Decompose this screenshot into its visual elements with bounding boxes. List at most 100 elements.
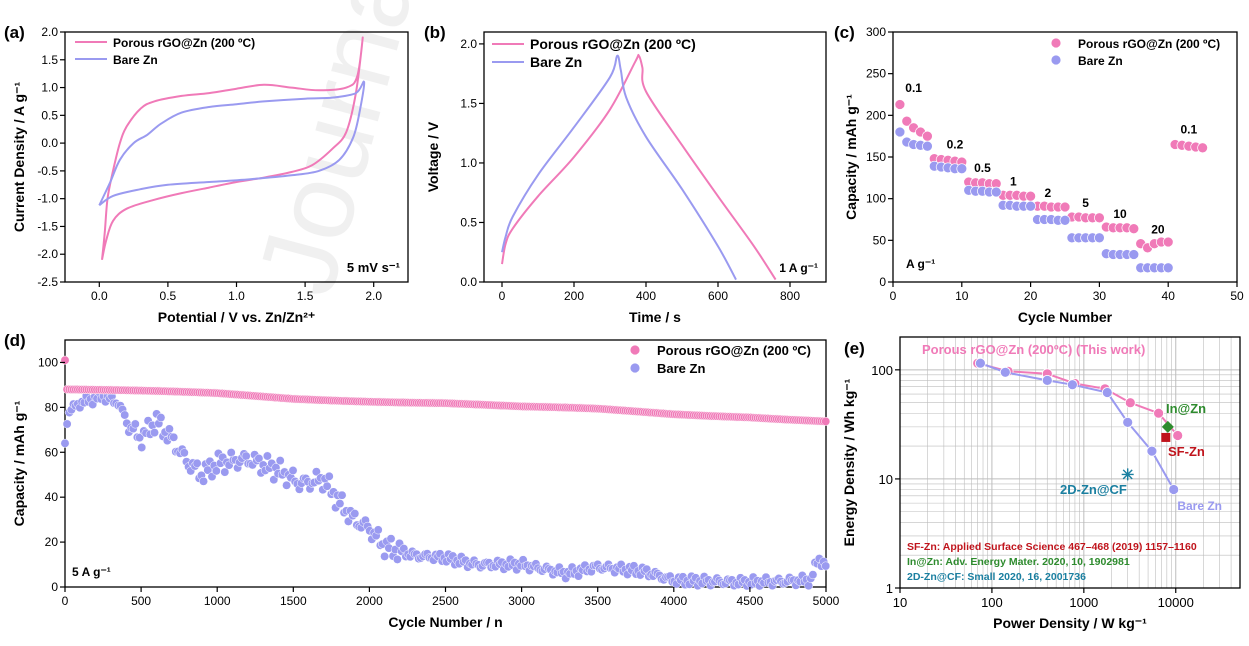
cycle-point-bare-zn — [192, 458, 202, 468]
legend-entry: Porous rGO@Zn (200 ºC) — [113, 36, 255, 50]
x-tick-label: 3500 — [584, 594, 611, 608]
x-tick-label: 0 — [890, 289, 897, 303]
legend-entry: Bare Zn — [113, 53, 158, 67]
cycle-point-bare-zn — [311, 467, 321, 477]
panel-a-cv-curves: 0.0 0.5 1.0 1.5 2.0 -2.5 -2.0 -1.5 -1.0 -0.5 0.0 0.… — [4, 23, 409, 325]
cv-curve-pink — [101, 36, 364, 261]
y-axis-label: Capacity / mAh g⁻¹ — [11, 400, 27, 526]
x-tick-label: 1000 — [1069, 595, 1098, 610]
series-label-bare-zn: Bare Zn — [1177, 499, 1222, 513]
rate-point-purple — [1094, 232, 1105, 244]
ref-label-2d-zn-cf: 2D-Zn@CF — [1060, 482, 1127, 497]
x-tick-label: 800 — [780, 289, 800, 303]
panel-label: (d) — [4, 331, 26, 350]
rate-point-purple — [1128, 249, 1140, 260]
rate-point-pink — [901, 115, 913, 127]
y-tick-label: 1 — [886, 581, 893, 596]
cycle-point-bare-zn — [164, 424, 174, 434]
y-tick-label: 80 — [45, 400, 59, 414]
x-tick-label: 0.0 — [91, 289, 108, 303]
ragone-point-pink — [1172, 430, 1184, 441]
cycle-point-bare-zn — [130, 419, 140, 429]
ragone-point-pink — [1124, 397, 1136, 409]
y-tick-label: 2.0 — [41, 25, 58, 39]
panel-label: (e) — [844, 339, 865, 358]
cycle-point-bare-zn — [169, 432, 179, 442]
rate-label: 0.2 — [947, 138, 964, 152]
x-tick-label: 2.0 — [365, 289, 382, 303]
x-tick-label: 20 — [1024, 289, 1038, 303]
cycle-point-bare-zn — [322, 481, 332, 491]
cycle-point-porous-rgo — [821, 416, 831, 426]
y-tick-label: 60 — [45, 445, 59, 459]
cycle-point-bare-zn — [211, 466, 221, 476]
legend-entry: Bare Zn — [657, 361, 705, 376]
cycle-point-bare-zn — [288, 466, 298, 475]
gcd-curve-purple — [501, 54, 737, 281]
x-tick-label: 3000 — [508, 594, 535, 608]
x-tick-label: 200 — [564, 289, 584, 303]
ref-label-sf-zn: SF-Zn — [1168, 444, 1205, 459]
y-tick-label: 300 — [866, 25, 886, 39]
x-tick-label: 4500 — [737, 594, 764, 608]
panel-d-cycling-stability: 0 500 1000 1500 2000 2500 3000 3500 4000 4500 5000… — [4, 331, 840, 630]
current-density-annotation: 5 A g⁻¹ — [72, 565, 111, 579]
cycle-point-bare-zn — [156, 413, 166, 423]
rate-label: 1 — [1010, 174, 1017, 188]
y-tick-label: 0 — [51, 580, 58, 594]
cycle-point-bare-zn — [220, 467, 230, 477]
cycle-point-porous-rgo — [60, 355, 70, 365]
rate-label: 0.5 — [974, 161, 991, 175]
y-tick-label: 40 — [45, 490, 59, 504]
rate-point-pink — [1059, 201, 1071, 213]
plot-frame — [483, 31, 827, 283]
ref-marker-in-zn — [1161, 420, 1174, 433]
x-tick-label: 40 — [1162, 289, 1176, 303]
series-label-this-work: Porous rGO@Zn (200ºC) (This work) — [922, 342, 1145, 357]
x-axis-label: Potential / V vs. Zn/Zn²⁺ — [158, 309, 316, 325]
y-tick-label: 10 — [879, 472, 893, 487]
cycle-point-bare-zn — [62, 419, 72, 429]
legend-marker — [629, 362, 641, 374]
cycle-point-bare-zn — [386, 534, 396, 544]
unit-annotation: A g⁻¹ — [906, 257, 935, 271]
cycle-point-bare-zn — [135, 433, 145, 443]
y-tick-label: 100 — [871, 363, 893, 378]
legend-marker — [1050, 37, 1062, 49]
cycle-point-bare-zn — [808, 570, 818, 580]
rate-point-pink — [894, 99, 906, 110]
y-tick-label: 100 — [866, 192, 886, 206]
rate-point-purple — [1025, 200, 1036, 212]
x-tick-label: 100 — [981, 595, 1003, 610]
ragone-point-purple — [1041, 374, 1053, 386]
y-tick-label: 200 — [866, 108, 886, 122]
y-tick-label: 0.0 — [41, 136, 58, 150]
x-tick-label: 1000 — [204, 594, 231, 608]
cycle-point-bare-zn — [392, 554, 402, 564]
ragone-point-purple — [975, 357, 986, 369]
rate-point-pink — [1162, 236, 1174, 248]
cycle-point-bare-zn — [337, 490, 347, 500]
x-tick-label: 4000 — [660, 594, 687, 608]
ref-label-in-zn: In@Zn — [1166, 401, 1206, 416]
ragone-point-purple — [1122, 416, 1134, 428]
rate-point-pink — [1025, 190, 1036, 202]
panel-e-ragone-plot: Porous rGO@Zn (200ºC) (This work) Bare Zn… — [841, 336, 1241, 631]
y-axis-label: Current Density / A g⁻¹ — [11, 82, 27, 233]
rate-label: 20 — [1151, 223, 1165, 237]
legend-entry: Porous rGO@Zn (200 ºC) — [530, 36, 696, 52]
x-tick-label: 1.5 — [297, 289, 314, 303]
cycle-point-bare-zn — [137, 443, 147, 452]
cycle-point-bare-zn — [373, 525, 383, 535]
cycle-point-bare-zn — [179, 448, 189, 458]
rate-point-purple — [1059, 214, 1071, 226]
legend-marker — [1050, 54, 1062, 66]
x-tick-label: 400 — [636, 289, 656, 303]
cycle-point-bare-zn — [199, 476, 208, 486]
citation-text: In@Zn: Adv. Energy Mater. 2020, 10, 1902… — [907, 556, 1130, 568]
x-tick-label: 1500 — [280, 594, 307, 608]
x-tick-label: 10 — [955, 289, 969, 303]
y-tick-label: 1.5 — [41, 53, 58, 67]
cycle-point-bare-zn — [226, 448, 236, 458]
